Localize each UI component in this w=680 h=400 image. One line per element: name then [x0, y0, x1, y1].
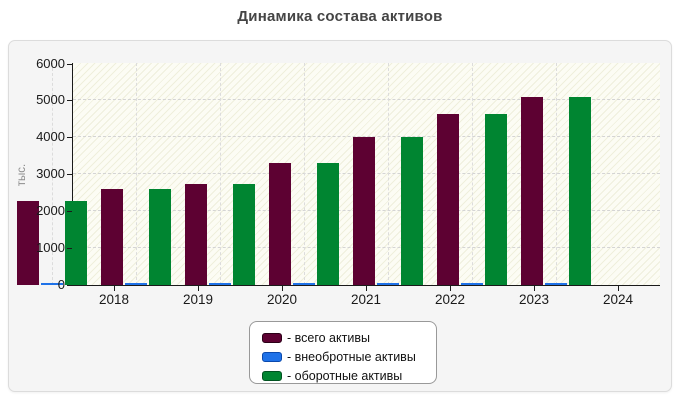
- x-axis-tick-mark: [282, 286, 283, 291]
- legend-item-noncurrent-assets: - внеобротные активы: [262, 349, 436, 365]
- y-axis-tick-label: 5000: [36, 92, 65, 108]
- x-axis-tick-label: 2020: [266, 292, 298, 307]
- chart-title: Динамика состава активов: [237, 8, 443, 25]
- y-axis-tick-mark: [67, 63, 72, 65]
- gridline-vertical: [219, 63, 221, 285]
- plot-area: [17, 63, 660, 286]
- gridline-vertical: [387, 63, 389, 285]
- bar-2020-оборотные-активы: [233, 184, 255, 285]
- bar-2024-оборотные-активы: [569, 97, 591, 285]
- x-axis-tick-label: 2018: [98, 292, 130, 307]
- gridline-vertical: [51, 63, 53, 285]
- bar-2020-внеобротные-активы: [209, 283, 231, 285]
- bar-2024-всего-активы: [521, 97, 543, 285]
- y-axis-tick-label: 4000: [36, 129, 65, 145]
- y-axis-tick-label: 3000: [36, 166, 65, 182]
- bar-group-2023: [437, 63, 507, 285]
- bar-2021-всего-активы: [269, 163, 291, 285]
- x-axis-tick-label: 2023: [518, 292, 550, 307]
- bar-2022-оборотные-активы: [401, 136, 423, 285]
- y-axis-tick-mark: [67, 100, 72, 102]
- x-axis-tick-mark: [114, 286, 115, 291]
- bar-2024-внеобротные-активы: [545, 283, 567, 285]
- bar-group-2020: [185, 63, 255, 285]
- x-axis-tick-mark: [618, 286, 619, 291]
- y-axis-tick-mark: [67, 137, 72, 139]
- bar-group-2024: [521, 63, 591, 285]
- y-axis-tick-mark: [67, 285, 72, 286]
- gridline-vertical: [303, 63, 305, 285]
- y-axis-tick-mark: [67, 248, 72, 250]
- gridline-vertical: [135, 63, 137, 285]
- x-axis-tick-label: 2019: [182, 292, 214, 307]
- x-axis-tick-mark: [198, 286, 199, 291]
- chart-panel: тыс. 0 1000 2000 3000 4000 5000 6000 2018 2019 20…: [8, 40, 672, 392]
- bar-2020-всего-активы: [185, 184, 207, 285]
- x-axis-tick-label: 2022: [434, 292, 466, 307]
- y-axis-tick-label: 2000: [36, 203, 65, 219]
- legend-label-total-assets: - всего активы: [287, 331, 370, 345]
- x-axis-tick-label: 2021: [350, 292, 382, 307]
- legend-swatch-noncurrent-assets: [262, 352, 282, 362]
- bar-2019-внеобротные-активы: [125, 283, 147, 285]
- legend-label-noncurrent-assets: - внеобротные активы: [287, 350, 416, 364]
- y-axis-tick-label: 1000: [36, 240, 65, 256]
- y-axis-tick-label: 6000: [36, 55, 65, 71]
- bar-group-2021: [269, 63, 339, 285]
- legend-item-total-assets: - всего активы: [262, 330, 436, 346]
- gridline-vertical: [471, 63, 473, 285]
- bar-2023-оборотные-активы: [485, 113, 507, 285]
- bar-2018-всего-активы: [17, 201, 39, 285]
- legend-swatch-current-assets: [262, 371, 282, 381]
- y-axis-tick-mark: [67, 211, 72, 213]
- bar-2019-оборотные-активы: [149, 189, 171, 285]
- legend-swatch-total-assets: [262, 333, 282, 343]
- bar-group-2019: [101, 63, 171, 285]
- bar-2023-внеобротные-активы: [461, 283, 483, 285]
- x-axis-tick-mark: [366, 286, 367, 291]
- gridline-vertical: [555, 63, 557, 285]
- bar-2022-всего-активы: [353, 136, 375, 285]
- bar-2021-оборотные-активы: [317, 163, 339, 285]
- bar-2019-всего-активы: [101, 189, 123, 285]
- bar-group-2018: [17, 63, 87, 285]
- bar-2018-оборотные-активы: [65, 201, 87, 285]
- gridline-horizontal: [73, 99, 660, 101]
- bar-2022-внеобротные-активы: [377, 283, 399, 285]
- bar-2023-всего-активы: [437, 113, 459, 285]
- legend: - всего активы - внеобротные активы - об…: [249, 321, 437, 384]
- bar-group-2022: [353, 63, 423, 285]
- x-axis-tick-mark: [450, 286, 451, 291]
- legend-label-current-assets: - оборотные активы: [287, 369, 403, 383]
- y-axis-tick-label: 0: [57, 277, 65, 292]
- bar-2018-внеобротные-активы: [41, 283, 63, 285]
- y-axis-tick-mark: [67, 174, 72, 176]
- legend-item-current-assets: - оборотные активы: [262, 368, 436, 384]
- x-axis-tick-label: 2024: [602, 292, 634, 307]
- bar-2021-внеобротные-активы: [293, 283, 315, 285]
- x-axis-tick-mark: [534, 286, 535, 291]
